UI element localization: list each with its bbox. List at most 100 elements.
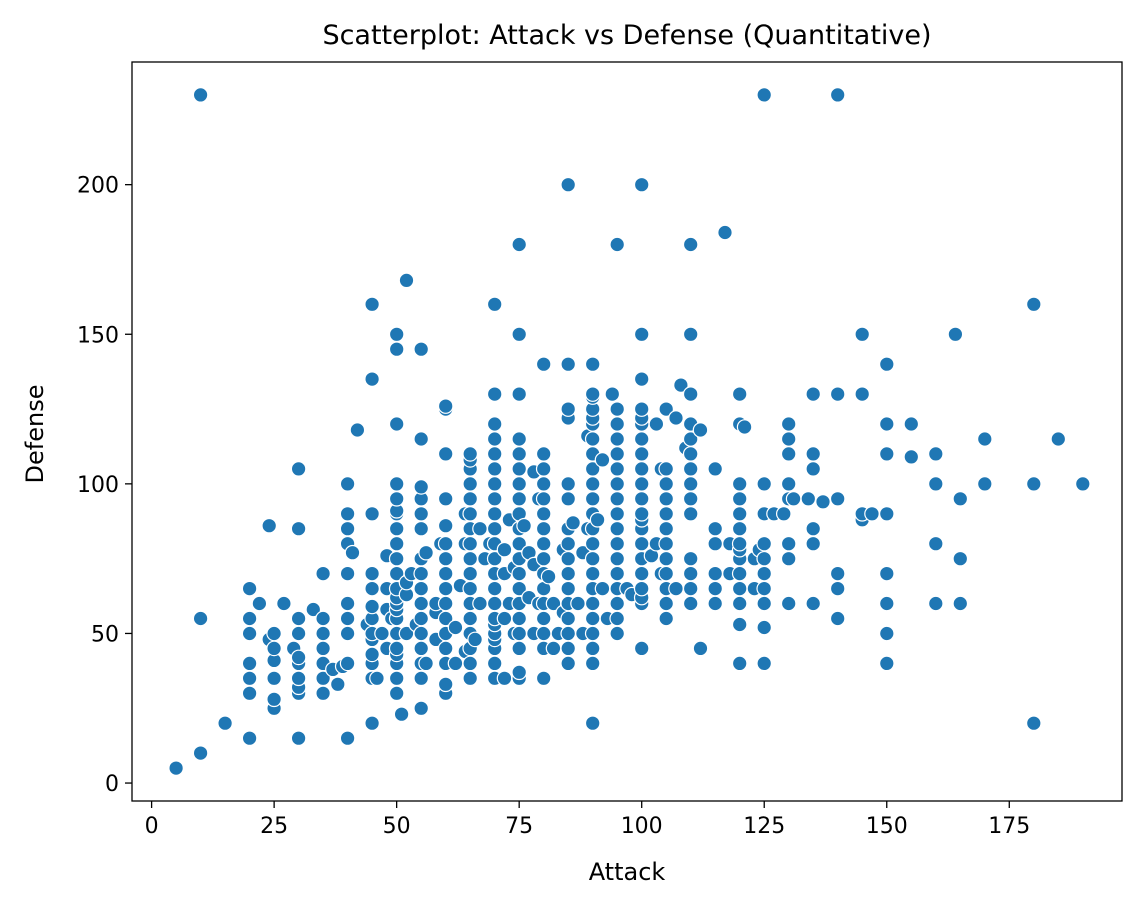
data-point	[609, 490, 625, 507]
data-point	[486, 431, 503, 447]
data-point	[486, 655, 503, 672]
data-point	[785, 490, 802, 507]
data-point	[339, 610, 356, 627]
data-point	[535, 356, 552, 372]
data-point	[829, 87, 846, 103]
x-tick-label: 150	[866, 814, 908, 839]
plot-frame	[131, 61, 1123, 802]
data-point	[756, 619, 772, 636]
data-point	[388, 326, 405, 343]
data-point	[668, 580, 684, 597]
data-point	[682, 595, 699, 612]
data-point	[633, 401, 650, 417]
data-point	[393, 706, 410, 722]
data-point	[486, 490, 503, 507]
data-point	[633, 176, 650, 193]
data-point	[658, 490, 674, 507]
data-point	[560, 356, 576, 372]
data-point	[413, 625, 429, 642]
data-point	[805, 535, 821, 552]
data-point	[609, 505, 625, 522]
data-point	[315, 610, 331, 627]
data-point	[388, 685, 405, 702]
data-point	[570, 595, 586, 612]
data-point	[266, 691, 282, 708]
data-point	[511, 236, 527, 253]
data-point	[731, 505, 748, 522]
data-point	[560, 655, 576, 672]
data-point	[290, 649, 307, 666]
data-point	[535, 670, 552, 687]
data-point	[437, 640, 454, 657]
data-point	[364, 598, 380, 615]
y-axis: 0 50 100 150 200	[77, 174, 132, 797]
data-point	[878, 655, 895, 672]
data-point	[217, 715, 233, 731]
data-point	[609, 476, 625, 492]
data-point	[952, 550, 969, 567]
data-point	[633, 476, 650, 492]
data-point	[927, 535, 944, 552]
data-point	[560, 535, 576, 552]
data-point	[413, 520, 429, 537]
data-point	[952, 595, 969, 612]
data-point	[388, 490, 405, 507]
data-point	[682, 326, 699, 343]
data-point	[584, 356, 601, 372]
data-point	[290, 520, 307, 537]
data-point	[829, 565, 846, 582]
data-point	[560, 490, 576, 507]
data-point	[609, 535, 625, 552]
data-point	[682, 461, 699, 477]
y-tick-label: 150	[77, 323, 119, 348]
data-point	[560, 565, 576, 582]
data-point	[633, 640, 650, 657]
data-point	[305, 601, 322, 618]
data-point	[364, 565, 380, 582]
data-point	[560, 476, 576, 492]
data-point	[609, 520, 625, 537]
data-point	[829, 580, 846, 597]
data-point	[467, 631, 483, 648]
data-point	[374, 625, 390, 642]
data-point	[535, 476, 552, 492]
data-point	[780, 431, 797, 447]
data-point	[192, 87, 209, 103]
data-point	[535, 550, 552, 567]
data-point	[241, 685, 258, 702]
data-point	[266, 670, 282, 687]
data-point	[364, 296, 380, 313]
data-point	[594, 452, 611, 468]
data-point	[545, 640, 562, 657]
x-tick-label: 125	[743, 814, 785, 839]
data-point	[947, 326, 964, 343]
data-point	[878, 595, 895, 612]
data-point	[609, 401, 625, 417]
data-point	[633, 490, 650, 507]
data-point	[682, 580, 699, 597]
data-point	[878, 625, 895, 642]
data-point	[339, 595, 356, 612]
data-point	[535, 461, 552, 477]
data-point	[251, 595, 268, 612]
data-point	[658, 476, 674, 492]
data-point	[903, 449, 920, 465]
data-point	[388, 416, 405, 432]
data-point	[241, 625, 258, 642]
data-point	[315, 685, 331, 702]
data-point	[241, 670, 258, 687]
x-tick-label: 175	[988, 814, 1030, 839]
data-point	[486, 461, 503, 477]
data-point	[584, 595, 601, 612]
data-point	[462, 655, 478, 672]
data-point	[437, 398, 454, 414]
data-point	[633, 431, 650, 447]
data-point	[633, 371, 650, 387]
data-point	[511, 461, 527, 477]
data-point	[633, 580, 650, 597]
data-point	[584, 386, 601, 402]
data-point	[418, 655, 434, 672]
data-point	[756, 476, 772, 492]
data-point	[511, 610, 527, 627]
data-point	[437, 535, 454, 552]
